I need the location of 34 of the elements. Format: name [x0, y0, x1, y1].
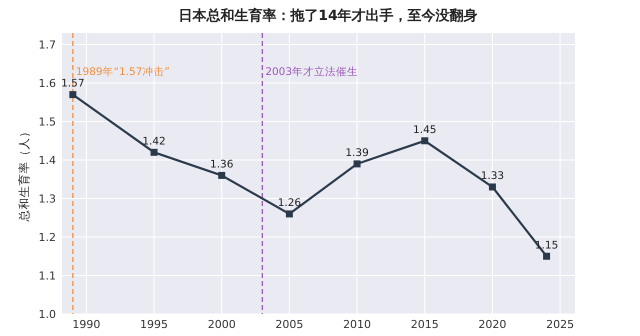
x-tick-label: 2000: [208, 318, 236, 331]
ref-line-label: 2003年才立法催生: [265, 65, 358, 78]
x-tick-label: 2020: [478, 318, 506, 331]
data-label: 1.33: [480, 170, 504, 182]
ref-line-label: 1989年“1.57冲击”: [76, 65, 170, 78]
y-tick-label: 1.4: [38, 154, 56, 168]
x-tick-label: 2010: [343, 318, 372, 331]
data-label: 1.26: [278, 196, 302, 209]
data-label: 1.36: [210, 158, 234, 170]
y-tick-label: 1.3: [38, 192, 56, 206]
y-axis-title: 总和生育率（人）: [17, 126, 31, 222]
x-tick-label: 2005: [275, 318, 304, 331]
x-tick-label: 2015: [410, 318, 439, 331]
data-label: 1.42: [142, 135, 166, 148]
point: [218, 172, 226, 179]
x-tick-label: 1995: [140, 318, 168, 331]
y-tick-label: 1.0: [38, 308, 56, 321]
point: [286, 210, 293, 218]
y-tick-label: 1.2: [38, 231, 56, 244]
x-tick-label: 1990: [72, 318, 100, 331]
x-tick-label: 2025: [546, 318, 574, 331]
point: [421, 137, 428, 144]
point: [150, 148, 158, 156]
y-tick-label: 1.5: [38, 116, 56, 129]
y-tick-label: 1.1: [38, 270, 56, 283]
y-tick-label: 1.6: [38, 77, 56, 90]
y-tick-label: 1.7: [38, 38, 56, 52]
data-label: 1.45: [413, 124, 436, 136]
point: [543, 252, 550, 260]
chart-title: 日本总和生育率：拖了14年才出手，至今没翻身: [178, 7, 478, 24]
point: [354, 160, 361, 168]
point: [488, 183, 496, 190]
point: [69, 91, 76, 98]
data-label: 1.39: [345, 146, 369, 159]
